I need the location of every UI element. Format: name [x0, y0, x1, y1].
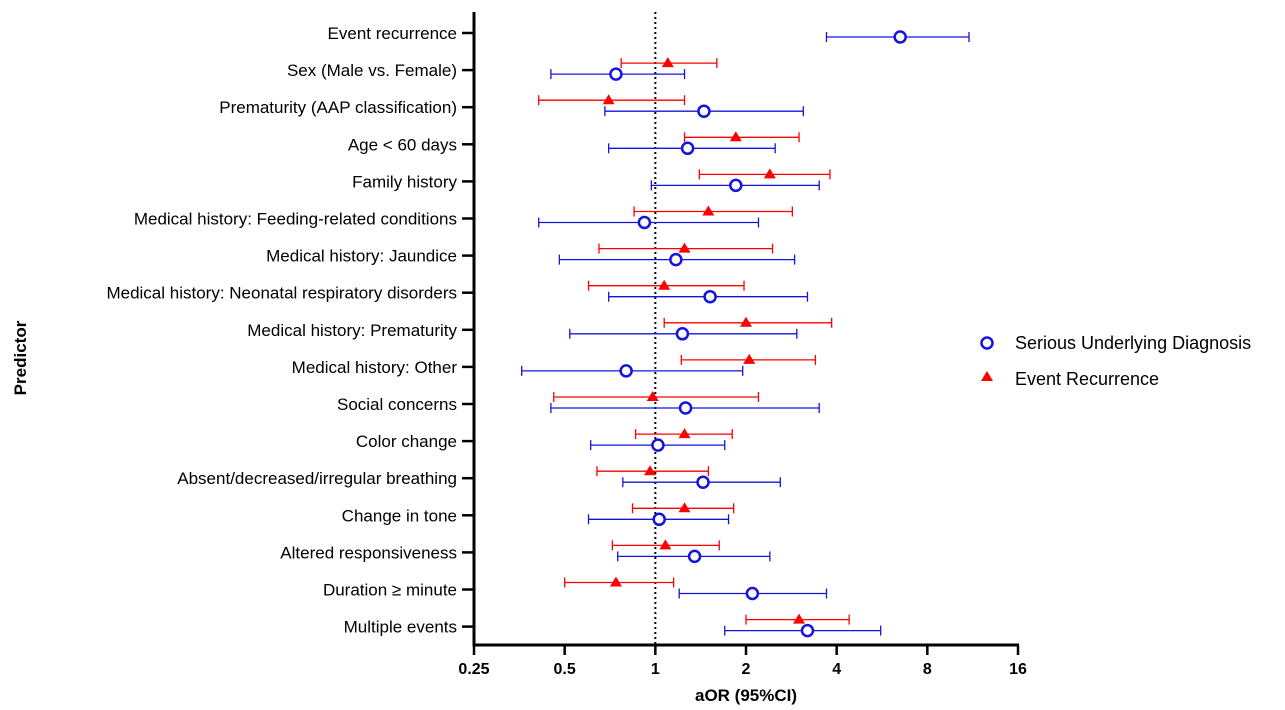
predictor-label: Duration ≥ minute: [323, 581, 457, 600]
data-layer: [521, 30, 970, 638]
point-serious: [680, 141, 695, 156]
point-recurrence: [678, 428, 691, 439]
legend-label-serious: Serious Underlying Diagnosis: [1015, 333, 1251, 353]
legend-marker-serious: [980, 336, 994, 350]
predictor-label: Altered responsiveness: [280, 543, 457, 562]
x-tick-layer: 0.25 0.5 1 2 4 8 16: [458, 645, 1027, 678]
point-serious: [800, 623, 815, 638]
point-recurrence: [743, 353, 756, 364]
y-axis-title: Predictor: [11, 320, 30, 395]
point-serious: [729, 178, 743, 193]
axes-layer: [472, 12, 1019, 647]
predictor-label: Family history: [352, 172, 457, 191]
point-serious: [609, 67, 623, 81]
point-recurrence: [658, 279, 671, 290]
x-tick-label: 16: [1009, 661, 1027, 678]
point-serious: [619, 364, 633, 378]
point-recurrence: [702, 205, 715, 216]
point-recurrence: [661, 57, 674, 68]
point-recurrence: [763, 168, 776, 179]
x-tick-label: 0.25: [458, 661, 489, 678]
point-serious: [745, 586, 760, 601]
predictor-label: Absent/decreased/irregular breathing: [177, 469, 457, 488]
predictor-label: Sex (Male vs. Female): [287, 61, 457, 80]
legend-marker-recurrence: [981, 371, 993, 381]
predictor-label: Medical history: Other: [292, 358, 458, 377]
point-serious: [697, 104, 711, 118]
point-serious: [703, 289, 717, 304]
x-tick-label: 2: [742, 661, 751, 678]
predictor-labels: Event recurrence Sex (Male vs. Female) Pre…: [106, 24, 474, 637]
predictor-label: Color change: [356, 432, 457, 451]
predictor-label: Event recurrence: [328, 24, 457, 43]
legend: Serious Underlying Diagnosis Event Recur…: [980, 333, 1251, 389]
point-recurrence: [793, 613, 806, 624]
point-recurrence: [602, 94, 615, 105]
point-recurrence: [740, 316, 752, 327]
point-recurrence: [659, 539, 672, 550]
x-tick-label: 1: [651, 661, 660, 678]
predictor-label: Age < 60 days: [348, 135, 457, 154]
predictor-label: Medical history: Neonatal respiratory di…: [106, 284, 457, 303]
legend-label-recurrence: Event Recurrence: [1015, 369, 1159, 389]
point-serious: [637, 215, 652, 230]
point-recurrence: [643, 465, 656, 476]
point-serious: [669, 252, 683, 267]
predictor-label: Social concerns: [337, 395, 457, 414]
predictor-label: Medical history: Feeding-related conditi…: [134, 210, 457, 229]
point-recurrence: [646, 391, 659, 401]
x-tick-label: 8: [923, 661, 932, 678]
point-serious: [687, 549, 702, 564]
point-serious: [696, 475, 710, 489]
x-tick-label: 4: [832, 661, 841, 678]
point-recurrence: [729, 131, 742, 142]
point-serious: [678, 401, 693, 415]
point-recurrence: [678, 502, 691, 513]
point-recurrence: [678, 242, 691, 253]
point-recurrence: [609, 576, 622, 587]
predictor-label: Prematurity (AAP classification): [219, 98, 457, 117]
predictor-label: Medical history: Prematurity: [247, 321, 457, 340]
point-serious: [652, 512, 666, 527]
point-serious: [675, 327, 690, 341]
predictor-label: Medical history: Jaundice: [266, 247, 457, 266]
predictor-label: Change in tone: [342, 506, 457, 525]
predictor-label: Multiple events: [344, 618, 457, 637]
point-serious: [651, 438, 665, 452]
x-tick-label: 0.5: [554, 661, 576, 678]
x-axis-title: aOR (95%CI): [695, 686, 797, 705]
point-serious: [893, 30, 907, 44]
